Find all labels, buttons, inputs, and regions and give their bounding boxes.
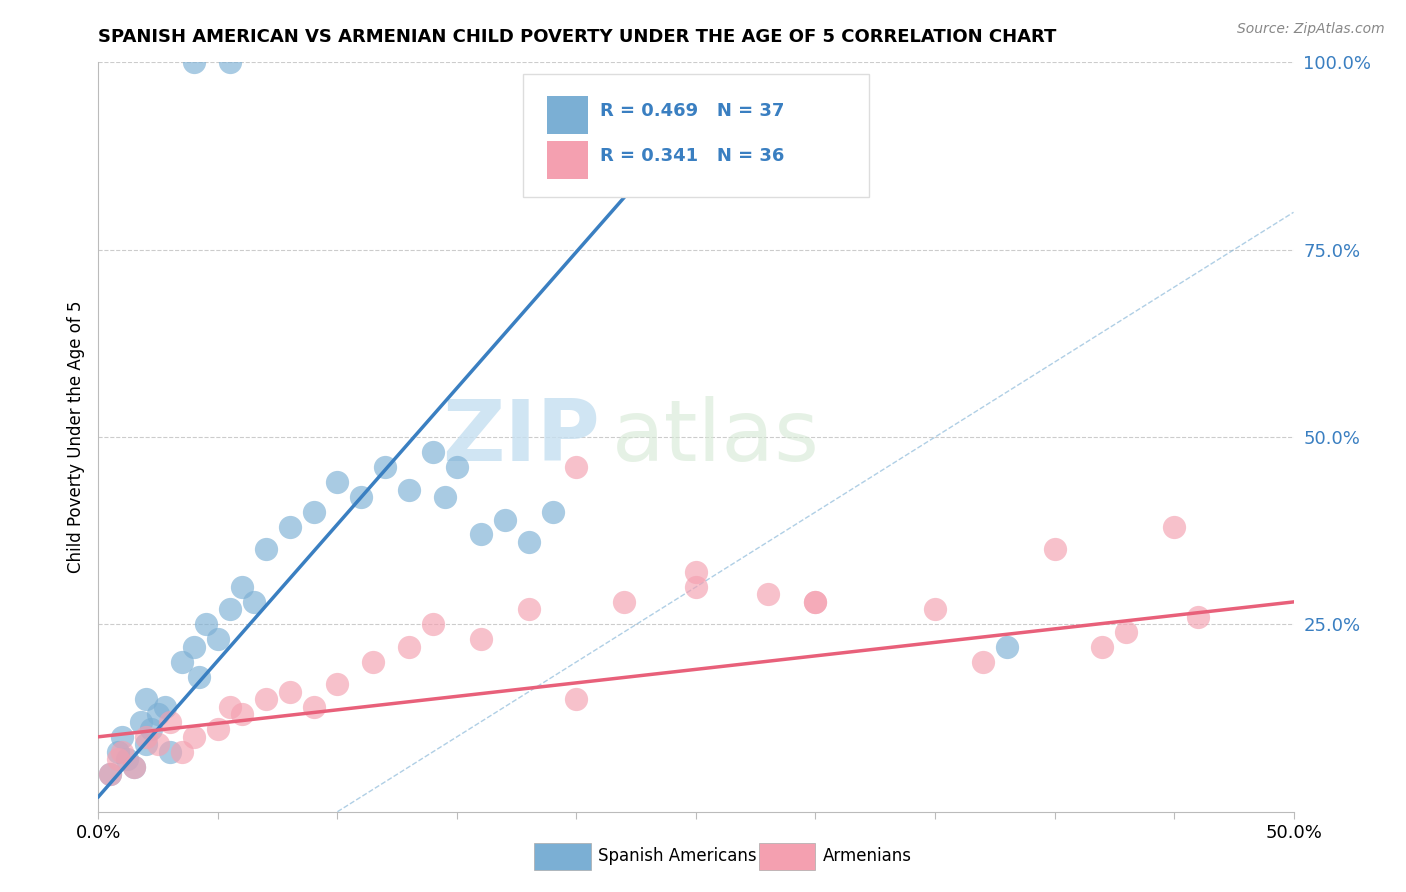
FancyBboxPatch shape bbox=[547, 141, 589, 178]
Point bbox=[494, 512, 516, 526]
Point bbox=[972, 655, 994, 669]
Point bbox=[172, 655, 194, 669]
Point bbox=[183, 730, 205, 744]
Point bbox=[131, 714, 153, 729]
Point bbox=[231, 580, 253, 594]
Point bbox=[172, 745, 194, 759]
Point bbox=[159, 745, 181, 759]
Point bbox=[159, 714, 181, 729]
Point bbox=[517, 602, 540, 616]
Point bbox=[195, 617, 218, 632]
Point bbox=[107, 752, 129, 766]
Point bbox=[254, 692, 277, 706]
Y-axis label: Child Poverty Under the Age of 5: Child Poverty Under the Age of 5 bbox=[66, 301, 84, 574]
Point bbox=[434, 490, 457, 504]
FancyBboxPatch shape bbox=[523, 74, 869, 197]
Text: R = 0.341   N = 36: R = 0.341 N = 36 bbox=[600, 147, 785, 165]
Point bbox=[243, 595, 266, 609]
Point bbox=[446, 460, 468, 475]
Point bbox=[398, 483, 420, 497]
Point bbox=[1043, 542, 1066, 557]
Point bbox=[398, 640, 420, 654]
Text: Armenians: Armenians bbox=[823, 847, 911, 865]
Point bbox=[135, 730, 157, 744]
Point bbox=[124, 760, 146, 774]
Point bbox=[924, 602, 946, 616]
Point bbox=[98, 767, 122, 781]
FancyBboxPatch shape bbox=[547, 96, 589, 134]
Point bbox=[422, 617, 444, 632]
Point bbox=[363, 655, 385, 669]
Point bbox=[804, 595, 827, 609]
Point bbox=[111, 745, 134, 759]
Point bbox=[326, 475, 349, 489]
Point bbox=[350, 490, 373, 504]
Point bbox=[135, 737, 157, 751]
Point bbox=[326, 677, 349, 691]
Point bbox=[1115, 624, 1137, 639]
Point bbox=[302, 505, 325, 519]
Point bbox=[155, 699, 177, 714]
Point bbox=[231, 707, 253, 722]
Point bbox=[278, 520, 301, 534]
Point bbox=[302, 699, 325, 714]
Point bbox=[1163, 520, 1185, 534]
Point bbox=[565, 692, 588, 706]
Point bbox=[219, 602, 242, 616]
Point bbox=[804, 595, 827, 609]
Point bbox=[254, 542, 277, 557]
Text: ZIP: ZIP bbox=[443, 395, 600, 479]
Point bbox=[98, 767, 122, 781]
Point bbox=[115, 752, 138, 766]
Point bbox=[107, 745, 129, 759]
Point bbox=[685, 580, 707, 594]
Point bbox=[1187, 610, 1209, 624]
Point bbox=[148, 737, 170, 751]
Text: SPANISH AMERICAN VS ARMENIAN CHILD POVERTY UNDER THE AGE OF 5 CORRELATION CHART: SPANISH AMERICAN VS ARMENIAN CHILD POVER… bbox=[98, 28, 1057, 45]
Point bbox=[517, 535, 540, 549]
Point bbox=[219, 55, 242, 70]
Point bbox=[111, 730, 134, 744]
Point bbox=[995, 640, 1018, 654]
Point bbox=[183, 640, 205, 654]
Text: R = 0.469   N = 37: R = 0.469 N = 37 bbox=[600, 103, 785, 120]
Text: atlas: atlas bbox=[613, 395, 820, 479]
Point bbox=[135, 692, 157, 706]
Point bbox=[470, 527, 492, 541]
Point bbox=[541, 505, 564, 519]
Point bbox=[685, 565, 707, 579]
Point bbox=[187, 670, 209, 684]
Point bbox=[148, 707, 170, 722]
Point bbox=[219, 699, 242, 714]
Point bbox=[565, 460, 588, 475]
Text: Spanish Americans: Spanish Americans bbox=[598, 847, 756, 865]
Point bbox=[139, 723, 162, 737]
Point bbox=[207, 632, 229, 647]
Point bbox=[470, 632, 492, 647]
Point bbox=[124, 760, 146, 774]
Point bbox=[374, 460, 396, 475]
Text: Source: ZipAtlas.com: Source: ZipAtlas.com bbox=[1237, 22, 1385, 37]
Point bbox=[207, 723, 229, 737]
Point bbox=[422, 445, 444, 459]
Point bbox=[183, 55, 205, 70]
Point bbox=[613, 595, 636, 609]
Point bbox=[756, 587, 779, 601]
Point bbox=[1091, 640, 1114, 654]
Point bbox=[278, 685, 301, 699]
